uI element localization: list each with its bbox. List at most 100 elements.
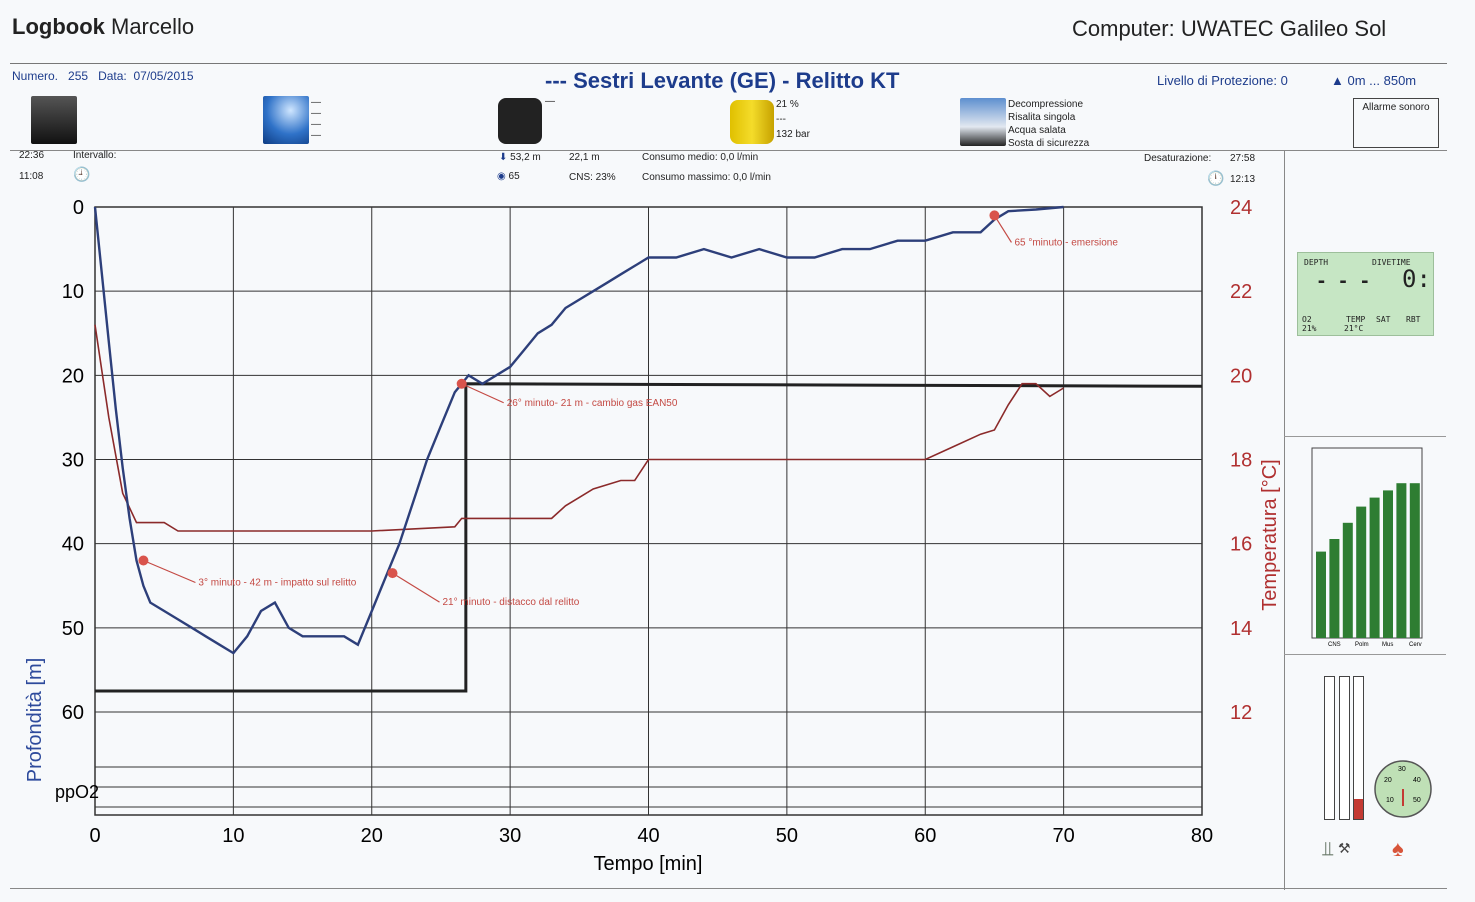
lungs-icon: ♠ xyxy=(1392,836,1404,861)
date-label: Data: xyxy=(98,69,127,83)
saturation-bar xyxy=(1342,522,1353,638)
annotation-label: 21° minuto - distacco dal relitto xyxy=(443,597,580,608)
lcd-depth-label: DEPTH xyxy=(1304,258,1329,267)
y2-tick-labels: 24 22 20 18 16 14 12 xyxy=(1230,197,1252,724)
y2-tick-label: 12 xyxy=(1230,702,1252,724)
y2-tick-label: 20 xyxy=(1230,365,1252,387)
gauge-tick-20: 20 xyxy=(1384,777,1392,784)
x-tick-label: 80 xyxy=(1191,825,1213,847)
depth-line xyxy=(93,205,1064,655)
camera-dash: — xyxy=(545,96,555,107)
chart-grid xyxy=(94,206,1203,816)
x-tick-label: 60 xyxy=(914,825,936,847)
interval-label: Intervallo: xyxy=(73,150,117,161)
y-tick-label: 60 xyxy=(62,702,84,724)
y2-axis-label: Temperatura [°C] xyxy=(1259,459,1281,610)
numero-value: 255 xyxy=(68,69,89,83)
protection-level: Livello di Protezione: 0 xyxy=(1157,73,1288,88)
deco-ceiling-line xyxy=(95,382,1203,693)
y-axis-label: Profondità [m] xyxy=(24,658,46,783)
y-tick-label: 20 xyxy=(62,365,84,387)
val-65: 65 xyxy=(508,171,520,182)
saturation-label: Cerv xyxy=(1409,642,1422,648)
tools-icon: ⚒ xyxy=(1338,840,1351,856)
max-depth: 53,2 m xyxy=(510,152,541,163)
saturation-frame xyxy=(1311,447,1423,639)
alarm-box: Allarme sonoro xyxy=(1353,98,1439,148)
tank-icon xyxy=(730,100,774,144)
saturation-bar xyxy=(1396,483,1407,638)
dive-profile-chart: 0 10 20 30 40 50 60 70 80 0 10 20 30 40 50 60 24 22 20 18… xyxy=(24,197,1281,875)
altitude-range: ▲ 0m ... 850m xyxy=(1331,73,1416,88)
annotation-leader xyxy=(143,559,196,584)
computer-label: Computer: UWATEC Galileo Sol xyxy=(1072,16,1387,41)
divers-icon xyxy=(31,96,77,144)
x-tick-label: 10 xyxy=(222,825,244,847)
surface-time: 12:13 xyxy=(1230,174,1256,185)
desat-label: Desaturazione: xyxy=(1144,153,1212,164)
y2-tick-label: 18 xyxy=(1230,450,1252,472)
o2-percent: 21 % xyxy=(776,99,799,110)
x-tick-labels: 0 10 20 30 40 50 60 70 80 xyxy=(89,825,1213,847)
desat-value: 27:58 xyxy=(1230,153,1256,164)
cns: CNS: 23% xyxy=(569,172,616,183)
annotation-label: 65 °minuto - emersione xyxy=(1014,237,1118,248)
condition-ascent: Risalita singola xyxy=(1008,112,1076,123)
lcd-divetime: 0: xyxy=(1402,265,1431,293)
x-tick-label: 20 xyxy=(361,825,383,847)
computer-lcd: DEPTH DIVETIME - - - 0: O2 TEMP SAT RBT … xyxy=(1297,252,1434,336)
saturation-bar xyxy=(1316,551,1326,638)
diver-fins-icon: ⫫ xyxy=(1322,838,1334,860)
dive-time: 11:08 xyxy=(19,171,44,182)
footer-divider xyxy=(10,888,1447,889)
x-tick-label: 30 xyxy=(499,825,521,847)
x-tick-label: 0 xyxy=(89,825,100,847)
y2-tick-label: 22 xyxy=(1230,281,1252,303)
anchor-icon: ⬇ xyxy=(499,152,508,163)
saturation-labels: CNS Polm Mus Cerv xyxy=(1328,642,1422,648)
annotations: 3° minuto - 42 m - impatto sul relitto 21… xyxy=(138,210,1118,608)
y-tick-label: 40 xyxy=(62,534,84,556)
x-tick-label: 40 xyxy=(637,825,659,847)
annotation-leader xyxy=(993,215,1012,243)
condition-saltwater: Acqua salata xyxy=(1008,125,1066,136)
globe-icon: ◉ xyxy=(497,171,506,182)
y-tick-label: 50 xyxy=(62,618,84,640)
o2-dash: --- xyxy=(776,114,786,125)
lcd-o2: 21% xyxy=(1302,324,1317,333)
tube-2 xyxy=(1339,676,1350,820)
condition-safety-stop: Sosta di sicurezza xyxy=(1008,138,1090,149)
y-tick-labels: 0 10 20 30 40 50 60 xyxy=(62,197,84,724)
annotation-marker xyxy=(387,568,398,579)
saturation-bar xyxy=(1383,490,1393,638)
avg-consumption: Consumo medio: 0,0 l/min xyxy=(642,152,759,163)
saturation-bar xyxy=(1329,539,1340,638)
info-divider xyxy=(10,150,1447,151)
header-divider xyxy=(10,63,1447,64)
gauge-tick-10: 10 xyxy=(1386,797,1394,804)
saturation-label: Mus xyxy=(1382,642,1393,648)
lcd-sat-label: SAT xyxy=(1376,315,1391,324)
dive-number-row: Numero. 255 Data: 07/05/2015 xyxy=(12,69,194,83)
saturation-label: CNS xyxy=(1328,642,1341,648)
lcd-temp-label: TEMP xyxy=(1346,315,1366,324)
annotation-leader xyxy=(392,572,440,603)
tank-pressure: 132 bar xyxy=(776,129,810,140)
annotation-label: 26° minuto- 21 m - cambio gas EAN50 xyxy=(507,398,678,409)
dive-site-title: --- Sestri Levante (GE) - Relitto KT xyxy=(545,68,900,93)
temperature-line xyxy=(94,324,1065,532)
numero-label: Numero. xyxy=(12,69,59,83)
start-time: 22:36 xyxy=(19,150,45,161)
saturation-bar xyxy=(1409,483,1420,638)
lcd-o2-label: O2 xyxy=(1302,315,1312,324)
saturation-bar-chart: CNS Polm Mus Cerv xyxy=(1311,447,1423,648)
water-icon xyxy=(263,96,309,144)
x-axis-label: Tempo [min] xyxy=(594,853,703,875)
mountain-icon: ▲ xyxy=(1331,73,1344,88)
tube-1 xyxy=(1324,676,1335,820)
max-depth-row: ⬇ 53,2 m xyxy=(499,152,541,163)
date-value: 07/05/2015 xyxy=(133,69,194,83)
conditions-list: Decompressione Risalita singola Acqua sa… xyxy=(1008,98,1089,150)
lcd-divetime-label: DIVETIME xyxy=(1372,258,1411,267)
saturation-label: Polm xyxy=(1355,642,1369,648)
